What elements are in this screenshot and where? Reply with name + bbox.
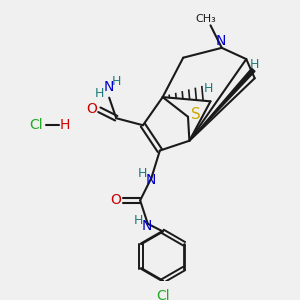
- Text: N: N: [216, 34, 226, 48]
- Text: CH₃: CH₃: [195, 14, 216, 24]
- Text: H: H: [112, 75, 122, 88]
- Polygon shape: [189, 68, 255, 141]
- Text: H: H: [250, 58, 260, 71]
- Text: H: H: [60, 118, 70, 132]
- Text: H: H: [204, 82, 213, 95]
- Text: N: N: [142, 219, 152, 233]
- Text: H: H: [95, 87, 105, 100]
- Text: Cl: Cl: [156, 289, 169, 300]
- Text: N: N: [146, 172, 156, 187]
- Text: S: S: [191, 107, 201, 122]
- Text: O: O: [110, 194, 121, 207]
- Text: H: H: [137, 167, 147, 180]
- Text: H: H: [134, 214, 143, 226]
- Text: Cl: Cl: [29, 118, 43, 132]
- Text: N: N: [103, 80, 113, 94]
- Text: O: O: [86, 102, 97, 116]
